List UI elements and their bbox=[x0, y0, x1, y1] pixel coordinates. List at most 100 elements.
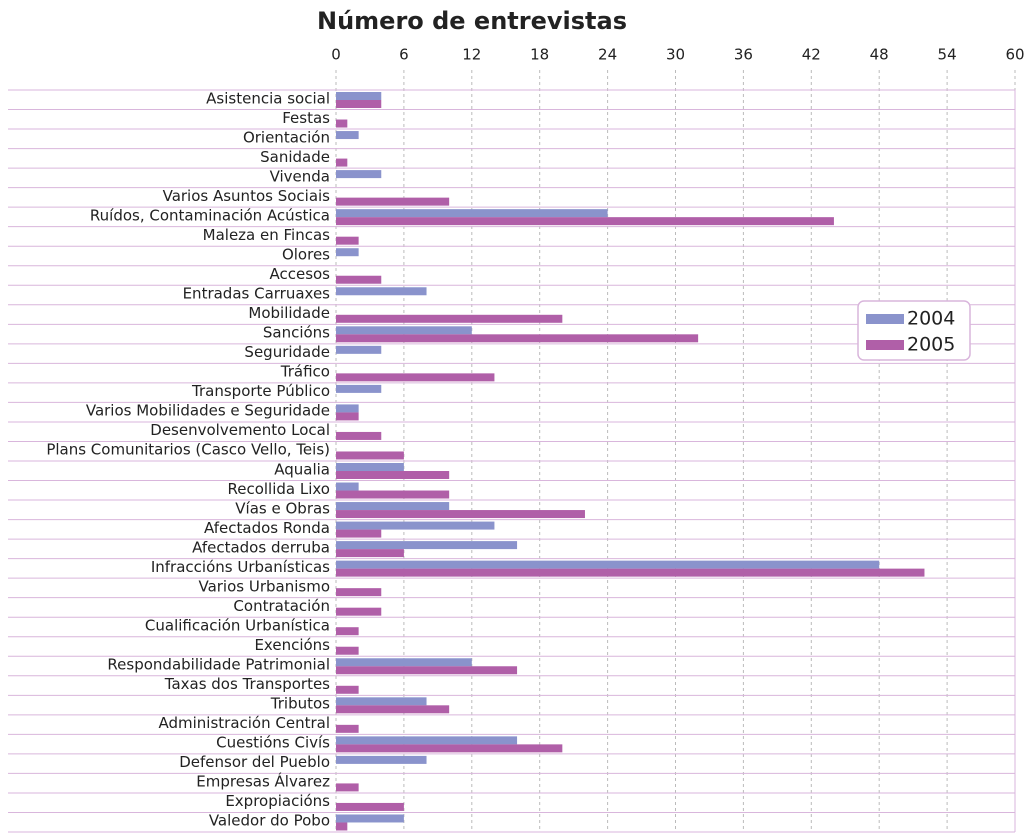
y-tick-label: Entradas Carruaxes bbox=[183, 285, 331, 303]
y-tick-label: Valedor do Pobo bbox=[209, 812, 330, 830]
y-tick-label: Varios Asuntos Sociais bbox=[163, 187, 331, 205]
x-tick-label: 24 bbox=[598, 46, 617, 64]
y-tick-label: Tributos bbox=[270, 695, 330, 713]
bar bbox=[336, 627, 359, 636]
y-tick-label: Accesos bbox=[269, 265, 330, 283]
y-tick-label: Asistencia social bbox=[206, 89, 330, 107]
y-tick-label: Maleza en Fincas bbox=[203, 226, 331, 244]
x-tick-label: 36 bbox=[734, 46, 753, 64]
y-tick-label: Vías e Obras bbox=[235, 499, 330, 517]
bar bbox=[336, 568, 925, 577]
legend-label: 2005 bbox=[907, 334, 955, 356]
x-tick-label: 42 bbox=[802, 46, 821, 64]
bar bbox=[336, 814, 404, 823]
legend: 2004 2005 bbox=[857, 300, 971, 361]
bar bbox=[336, 275, 382, 284]
bar bbox=[336, 451, 404, 460]
bar bbox=[336, 724, 359, 733]
y-tick-label: Varios Mobilidades e Seguridade bbox=[86, 402, 330, 420]
bar bbox=[336, 373, 495, 382]
y-tick-label: Recollida Lixo bbox=[227, 480, 330, 498]
bar bbox=[336, 510, 585, 519]
y-tick-label: Transporte Público bbox=[191, 382, 330, 400]
y-tick-label: Vivenda bbox=[270, 167, 330, 185]
bar bbox=[336, 314, 563, 323]
y-tick-label: Sancións bbox=[263, 324, 330, 342]
y-tick-label: Aqualia bbox=[274, 460, 330, 478]
y-tick-label: Ruídos, Contaminación Acústica bbox=[90, 206, 330, 224]
bar bbox=[336, 131, 359, 140]
x-tick-label: 60 bbox=[1005, 46, 1024, 64]
x-tick-label: 0 bbox=[331, 46, 341, 64]
bar bbox=[336, 822, 348, 831]
bar bbox=[336, 334, 699, 343]
bar bbox=[336, 685, 359, 694]
bar bbox=[336, 170, 382, 179]
bar bbox=[336, 705, 450, 714]
y-tick-label: Empresas Álvarez bbox=[196, 772, 330, 791]
x-tick-label: 54 bbox=[938, 46, 957, 64]
y-tick-label: Afectados derruba bbox=[192, 538, 330, 556]
bar bbox=[336, 802, 404, 811]
y-tick-label: Respondabilidade Patrimonial bbox=[107, 656, 330, 674]
x-tick-label: 18 bbox=[530, 46, 549, 64]
y-tick-label: Festas bbox=[282, 109, 330, 127]
y-tick-label: Varios Urbanismo bbox=[198, 577, 330, 595]
y-tick-label: Tráfico bbox=[280, 363, 330, 381]
bar bbox=[336, 248, 359, 257]
y-tick-label: Infraccións Urbanísticas bbox=[151, 558, 330, 576]
bar bbox=[336, 158, 348, 167]
bar bbox=[336, 100, 382, 108]
bar bbox=[336, 607, 382, 616]
x-tick-label: 48 bbox=[870, 46, 889, 64]
bar bbox=[336, 736, 518, 745]
bar bbox=[336, 755, 427, 764]
y-tick-label: Taxas dos Transportes bbox=[164, 675, 330, 693]
bar bbox=[336, 412, 359, 421]
bar bbox=[336, 490, 450, 499]
y-tick-label: Contratación bbox=[233, 597, 330, 615]
y-tick-label: Cualificación Urbanística bbox=[145, 616, 330, 634]
bar bbox=[336, 92, 382, 100]
y-tick-label: Defensor del Pueblo bbox=[179, 753, 330, 771]
y-tick-label: Mobilidade bbox=[248, 304, 330, 322]
bar bbox=[336, 345, 382, 354]
bar bbox=[336, 384, 382, 393]
bar bbox=[336, 209, 608, 218]
bar bbox=[336, 217, 834, 226]
x-tick-label: 6 bbox=[399, 46, 409, 64]
x-tick-label: 30 bbox=[666, 46, 685, 64]
bar bbox=[336, 658, 472, 667]
y-tick-label: Cuestións Civís bbox=[216, 734, 330, 752]
y-tick-label: Administración Central bbox=[158, 714, 330, 732]
bar bbox=[336, 646, 359, 655]
chart-title: Número de entrevistas bbox=[317, 7, 627, 35]
legend-swatch bbox=[866, 340, 904, 350]
x-tick-label: 12 bbox=[462, 46, 481, 64]
bar bbox=[336, 697, 427, 706]
bar bbox=[336, 549, 404, 558]
y-tick-label: Olores bbox=[282, 245, 330, 263]
bar bbox=[336, 463, 404, 471]
y-tick-label: Afectados Ronda bbox=[204, 519, 330, 537]
legend-swatch bbox=[866, 314, 904, 324]
bar bbox=[336, 287, 427, 296]
bar bbox=[336, 431, 382, 440]
bar bbox=[336, 236, 359, 245]
bar bbox=[336, 502, 450, 511]
y-tick-label: Sanidade bbox=[260, 148, 330, 166]
y-tick-label: Orientación bbox=[243, 128, 330, 146]
y-tick-label: Expropiacións bbox=[225, 792, 330, 810]
bar bbox=[336, 119, 348, 128]
bar bbox=[336, 529, 382, 538]
bar bbox=[336, 471, 450, 479]
bar bbox=[336, 588, 382, 597]
bar bbox=[336, 326, 472, 335]
bar bbox=[336, 482, 359, 491]
y-tick-label: Desenvolvemento Local bbox=[150, 421, 330, 439]
y-tick-label: Seguridade bbox=[244, 343, 330, 361]
bar bbox=[336, 666, 518, 675]
bar bbox=[336, 783, 359, 792]
bar bbox=[336, 744, 563, 753]
